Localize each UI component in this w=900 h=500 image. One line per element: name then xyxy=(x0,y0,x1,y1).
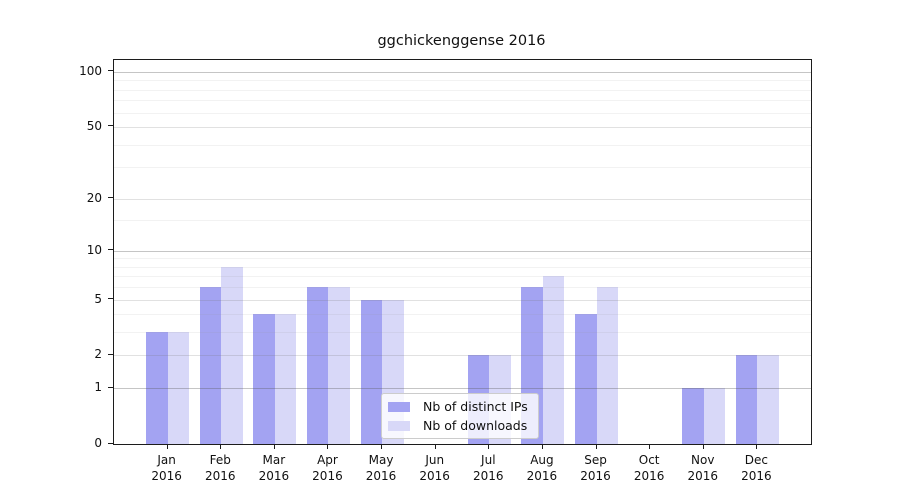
minor-gridline xyxy=(114,314,811,316)
bar-downloads xyxy=(221,266,243,444)
major-gridline xyxy=(114,250,811,252)
legend-swatch-downloads xyxy=(388,420,410,431)
x-tick-label: Aug 2016 xyxy=(526,453,558,483)
x-tick-label: Jul 2016 xyxy=(473,453,504,483)
bar-downloads xyxy=(542,276,565,444)
minor-gridline xyxy=(114,100,811,102)
y-tick-label: 1 xyxy=(94,380,102,395)
y-tick-mark xyxy=(108,125,113,127)
x-tick-label: Jun 2016 xyxy=(419,453,450,483)
bar-distinct-ips xyxy=(575,314,597,444)
x-tick-mark xyxy=(327,445,329,449)
x-tick-mark xyxy=(649,445,651,449)
x-tick-label: Sep 2016 xyxy=(580,453,611,483)
x-tick-mark xyxy=(381,445,383,449)
minor-gridline xyxy=(114,167,811,169)
y-tick-label: 2 xyxy=(94,347,102,362)
y-tick-mark xyxy=(108,70,113,72)
major-gridline xyxy=(114,198,811,200)
y-tick-label: 5 xyxy=(94,291,102,306)
x-tick-mark xyxy=(166,445,168,449)
major-gridline xyxy=(114,388,811,390)
legend: Nb of distinct IPs Nb of downloads xyxy=(381,393,539,439)
bar-distinct-ips xyxy=(306,287,329,444)
x-tick-mark xyxy=(488,445,490,449)
major-gridline xyxy=(114,126,811,128)
major-gridline xyxy=(114,355,811,357)
legend-item-distinct-ips: Nb of distinct IPs xyxy=(388,399,528,414)
y-tick-label: 100 xyxy=(79,63,102,78)
y-tick-label: 50 xyxy=(86,118,102,133)
x-tick-label: Jan 2016 xyxy=(151,453,182,483)
minor-gridline xyxy=(114,276,811,278)
y-tick-mark xyxy=(108,249,113,251)
minor-gridline xyxy=(114,144,811,146)
bar-distinct-ips xyxy=(253,314,275,444)
chart-title: ggchickenggense 2016 xyxy=(377,33,546,49)
x-tick-mark xyxy=(595,445,597,449)
x-tick-mark xyxy=(434,445,436,449)
minor-gridline xyxy=(114,258,811,260)
x-tick-mark xyxy=(273,445,275,449)
major-gridline xyxy=(114,71,811,73)
x-tick-label: Feb 2016 xyxy=(204,453,236,483)
x-tick-label: Mar 2016 xyxy=(258,453,290,483)
bar-downloads xyxy=(703,388,726,444)
y-tick-mark xyxy=(108,386,113,388)
bar-distinct-ips xyxy=(360,299,383,444)
legend-label-downloads: Nb of downloads xyxy=(423,418,528,433)
x-tick-mark xyxy=(702,445,704,449)
bar-distinct-ips xyxy=(682,388,704,444)
minor-gridline xyxy=(114,266,811,268)
x-tick-label: Nov 2016 xyxy=(687,453,719,483)
minor-gridline xyxy=(114,220,811,222)
y-tick-mark xyxy=(108,353,113,355)
x-tick-mark xyxy=(541,445,543,449)
bar-distinct-ips xyxy=(199,287,222,444)
bar-downloads xyxy=(328,287,350,444)
minor-gridline xyxy=(114,287,811,289)
bar-downloads xyxy=(757,355,779,444)
legend-label-distinct-ips: Nb of distinct IPs xyxy=(423,399,528,414)
y-tick-label: 10 xyxy=(86,242,102,257)
plot-area: Nb of distinct IPs Nb of downloads xyxy=(113,59,812,445)
minor-gridline xyxy=(114,112,811,114)
y-tick-mark xyxy=(108,298,113,300)
legend-swatch-distinct-ips xyxy=(388,401,410,412)
bar-distinct-ips xyxy=(735,355,758,444)
bar-downloads xyxy=(167,332,190,444)
minor-gridline xyxy=(114,80,811,82)
y-tick-label: 0 xyxy=(94,436,102,450)
minor-gridline xyxy=(114,332,811,334)
y-tick-mark xyxy=(108,442,113,444)
bar-downloads xyxy=(596,287,619,444)
x-tick-label: Apr 2016 xyxy=(312,453,343,483)
minor-gridline xyxy=(114,89,811,91)
y-tick-label: 20 xyxy=(86,190,102,205)
bar-distinct-ips xyxy=(146,332,168,444)
x-tick-label: Oct 2016 xyxy=(633,453,665,483)
bar-downloads xyxy=(274,314,297,444)
x-tick-mark xyxy=(756,445,758,449)
x-tick-label: May 2016 xyxy=(365,453,397,483)
major-gridline xyxy=(114,299,811,301)
y-tick-mark xyxy=(108,197,113,198)
legend-item-downloads: Nb of downloads xyxy=(388,418,528,433)
x-tick-mark xyxy=(220,445,222,449)
x-tick-label: Dec 2016 xyxy=(741,453,772,483)
